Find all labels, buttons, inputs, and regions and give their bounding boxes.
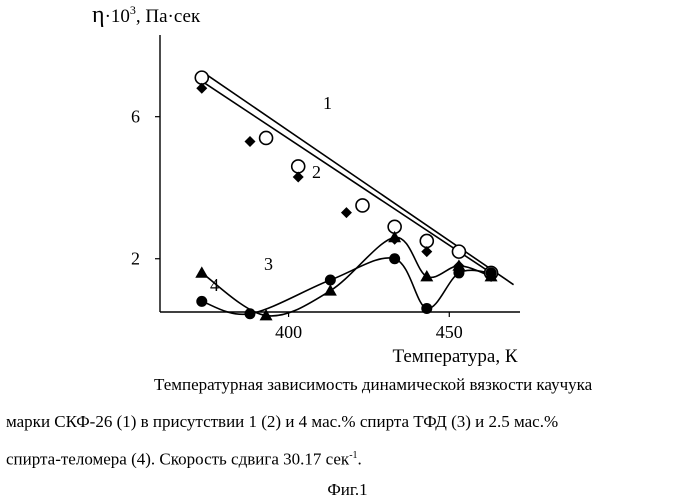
series-1-fit-line xyxy=(208,76,513,285)
figure-label: Фиг.1 xyxy=(0,480,695,500)
series-4-point-4 xyxy=(421,303,432,314)
series-4-point-6 xyxy=(486,267,497,278)
series-lines xyxy=(202,76,514,316)
series-label-4: 4 xyxy=(210,275,219,295)
series-3-point-0 xyxy=(195,266,208,277)
viscosity-chart: 400 450 2 6 η·103, Па·сек Температура, К 1 2 3 4 xyxy=(0,0,695,370)
series-1-point-2 xyxy=(292,160,305,173)
series-3-point-2 xyxy=(324,284,337,295)
series-label-3: 3 xyxy=(264,254,273,274)
series-2-point-2 xyxy=(293,172,304,183)
caption-line-2: марки СКФ-26 (1) в присутствии 1 (2) и 4… xyxy=(6,412,695,432)
caption-line-1: Температурная зависимость динамической в… xyxy=(154,375,695,395)
caption-line-3-end: . xyxy=(358,450,362,469)
y-axis-label: η·103, Па·сек xyxy=(92,2,201,28)
series-marks xyxy=(195,71,497,320)
series-3-point-3 xyxy=(388,231,401,242)
caption-line-3-main: спирта-теломера (4). Скорость сдвига 30.… xyxy=(6,450,349,469)
series-4-point-1 xyxy=(245,308,256,319)
x-tick-label-400: 400 xyxy=(275,322,302,342)
x-axis-label: Температура, К xyxy=(392,346,517,367)
series-2-point-5 xyxy=(421,246,432,257)
y-tick-label-2: 2 xyxy=(131,249,140,269)
series-3-curve xyxy=(202,237,491,316)
series-4-point-2 xyxy=(325,275,336,286)
y-tick-label-6: 6 xyxy=(131,107,140,127)
series-1-point-1 xyxy=(260,131,273,144)
series-label-2: 2 xyxy=(312,162,321,182)
x-tick-label-450: 450 xyxy=(436,322,463,342)
series-4-point-3 xyxy=(389,253,400,264)
series-2-point-3 xyxy=(341,207,352,218)
caption-line-3-sup: -1 xyxy=(349,450,357,461)
series-1-point-6 xyxy=(452,245,465,258)
series-2-point-1 xyxy=(245,136,256,147)
series-1-point-0 xyxy=(195,71,208,84)
series-4-point-0 xyxy=(196,296,207,307)
series-2-fit-line xyxy=(202,81,491,273)
caption-line-3: спирта-теломера (4). Скорость сдвига 30.… xyxy=(6,446,695,470)
series-4-point-5 xyxy=(453,267,464,278)
series-1-point-3 xyxy=(356,199,369,212)
series-label-1: 1 xyxy=(323,93,332,113)
series-1-point-5 xyxy=(420,234,433,247)
